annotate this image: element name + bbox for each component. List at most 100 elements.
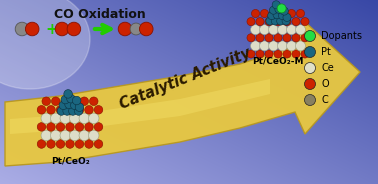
Circle shape	[70, 101, 79, 110]
Circle shape	[305, 63, 316, 73]
Circle shape	[41, 113, 51, 124]
Circle shape	[57, 107, 66, 115]
Circle shape	[37, 140, 46, 148]
Circle shape	[65, 100, 73, 109]
Circle shape	[265, 34, 273, 42]
Circle shape	[268, 25, 279, 35]
Circle shape	[74, 107, 83, 115]
Circle shape	[47, 123, 55, 131]
Circle shape	[283, 50, 291, 58]
Circle shape	[75, 103, 84, 112]
Circle shape	[55, 22, 69, 36]
Circle shape	[277, 4, 286, 13]
Circle shape	[274, 17, 282, 26]
Circle shape	[260, 9, 268, 17]
Circle shape	[66, 123, 74, 131]
Circle shape	[268, 12, 276, 20]
Circle shape	[283, 34, 291, 42]
Circle shape	[277, 25, 287, 35]
Circle shape	[61, 95, 70, 104]
Circle shape	[296, 25, 305, 35]
Circle shape	[56, 140, 65, 148]
Circle shape	[287, 9, 296, 17]
Circle shape	[305, 31, 316, 42]
Circle shape	[70, 130, 80, 141]
Circle shape	[305, 95, 316, 105]
Circle shape	[94, 123, 103, 131]
Circle shape	[60, 113, 70, 124]
Polygon shape	[10, 79, 270, 134]
Circle shape	[287, 41, 296, 51]
Circle shape	[118, 22, 132, 36]
Circle shape	[67, 22, 81, 36]
Circle shape	[247, 50, 255, 58]
Circle shape	[72, 96, 81, 105]
Circle shape	[260, 25, 270, 35]
Circle shape	[273, 11, 281, 19]
Circle shape	[79, 130, 90, 141]
Circle shape	[85, 123, 93, 131]
Circle shape	[88, 130, 99, 141]
Circle shape	[296, 41, 305, 51]
Circle shape	[61, 97, 70, 106]
Circle shape	[25, 22, 39, 36]
Circle shape	[283, 13, 291, 22]
Circle shape	[94, 140, 103, 148]
Circle shape	[56, 123, 65, 131]
Circle shape	[59, 101, 68, 110]
Circle shape	[47, 140, 55, 148]
Circle shape	[251, 41, 260, 51]
Circle shape	[56, 106, 65, 114]
Circle shape	[47, 106, 55, 114]
Circle shape	[301, 34, 309, 42]
Circle shape	[70, 113, 80, 124]
Circle shape	[79, 113, 90, 124]
Circle shape	[274, 50, 282, 58]
Circle shape	[130, 23, 142, 35]
Circle shape	[75, 140, 84, 148]
Circle shape	[51, 113, 61, 124]
Circle shape	[80, 97, 88, 106]
Circle shape	[268, 41, 279, 51]
Circle shape	[260, 41, 270, 51]
Circle shape	[94, 106, 103, 114]
Ellipse shape	[0, 0, 90, 89]
Circle shape	[256, 17, 264, 26]
Circle shape	[280, 7, 288, 15]
Circle shape	[85, 140, 93, 148]
Circle shape	[251, 25, 260, 35]
Circle shape	[64, 90, 72, 98]
Text: Pt: Pt	[321, 47, 331, 57]
Circle shape	[270, 6, 277, 14]
Text: Dopants: Dopants	[321, 31, 362, 41]
Circle shape	[265, 50, 273, 58]
Circle shape	[292, 34, 300, 42]
Circle shape	[66, 140, 74, 148]
Text: C: C	[321, 95, 328, 105]
Text: Pt/CeO₂: Pt/CeO₂	[51, 156, 89, 165]
Circle shape	[283, 17, 291, 26]
Circle shape	[251, 9, 260, 17]
Polygon shape	[5, 22, 360, 166]
Circle shape	[67, 94, 75, 103]
Circle shape	[277, 17, 285, 25]
Circle shape	[272, 1, 280, 9]
Circle shape	[265, 17, 273, 26]
Circle shape	[15, 22, 29, 36]
Circle shape	[37, 106, 46, 114]
Text: Ce: Ce	[321, 63, 334, 73]
Circle shape	[70, 97, 79, 106]
Circle shape	[256, 50, 264, 58]
Circle shape	[139, 22, 153, 36]
Text: CO Oxidation: CO Oxidation	[54, 8, 146, 20]
Circle shape	[85, 106, 93, 114]
Circle shape	[271, 17, 279, 25]
Circle shape	[88, 113, 99, 124]
Circle shape	[247, 17, 255, 26]
Circle shape	[277, 41, 287, 51]
Circle shape	[256, 34, 264, 42]
Circle shape	[292, 17, 300, 26]
Circle shape	[51, 97, 60, 106]
Circle shape	[292, 50, 300, 58]
Text: O: O	[321, 79, 328, 89]
